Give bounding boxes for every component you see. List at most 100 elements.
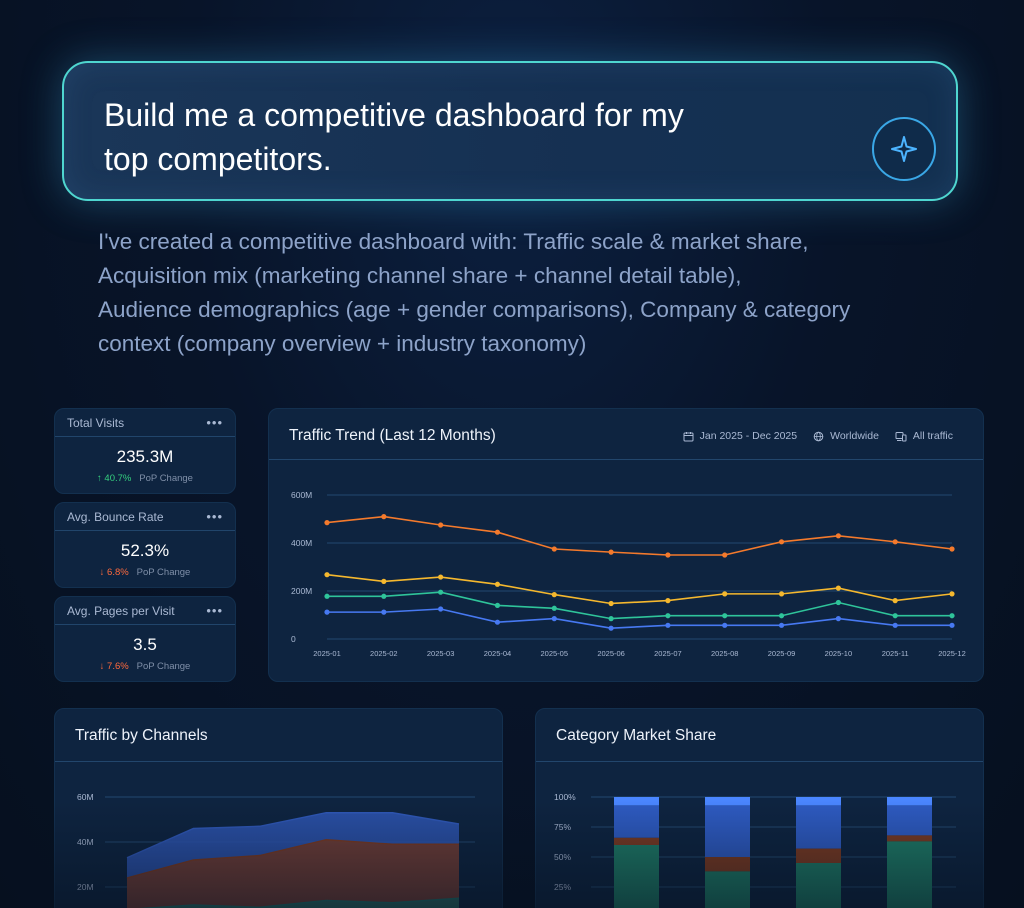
data-point xyxy=(949,546,955,552)
traffic-trend-card: Traffic Trend (Last 12 Months) Jan 2025 … xyxy=(268,408,984,682)
data-point xyxy=(722,591,728,597)
bar-segment xyxy=(887,797,932,806)
y-tick-label: 400M xyxy=(291,538,312,548)
y-tick-label: 600M xyxy=(291,490,312,500)
data-point xyxy=(438,574,444,580)
series-line xyxy=(327,591,952,620)
data-point xyxy=(494,602,501,608)
calendar-icon xyxy=(683,431,694,441)
data-point xyxy=(381,578,387,584)
market-share-title: Category Market Share xyxy=(556,727,717,744)
y-tick-label: 25% xyxy=(554,882,571,892)
y-tick-label: 0 xyxy=(291,634,296,644)
traffic-by-channels-card: Traffic by Channels 20M 40M 60M xyxy=(54,708,503,908)
response-line-4: context (company overview + industry tax… xyxy=(98,331,587,356)
x-tick-label: 2025-12 xyxy=(938,649,966,658)
x-tick-label: 2025-06 xyxy=(597,649,625,658)
x-tick-label: 2025-09 xyxy=(768,649,796,658)
bar-segment xyxy=(705,871,750,908)
data-point xyxy=(665,598,671,604)
divider xyxy=(269,459,983,460)
y-tick-label: 200M xyxy=(291,586,312,596)
y-tick-label: 100% xyxy=(554,792,576,802)
data-point xyxy=(835,599,841,606)
data-point xyxy=(949,613,955,619)
bar-segment xyxy=(614,837,659,845)
traffic-filter-label: All traffic xyxy=(912,430,953,442)
kpi-change-row: ↓ 6.8% PoP Change xyxy=(55,567,235,578)
data-point xyxy=(608,625,614,631)
y-tick-label: 75% xyxy=(554,822,571,832)
series-line xyxy=(326,515,953,556)
data-point xyxy=(778,591,785,597)
y-tick-label: 20M xyxy=(77,882,94,892)
kpi-card-bounce-rate: Avg. Bounce Rate ••• 52.3% ↓ 6.8% PoP Ch… xyxy=(54,502,236,588)
bar-segment xyxy=(796,797,841,806)
data-point xyxy=(892,539,898,545)
data-point xyxy=(438,606,444,612)
data-point xyxy=(551,546,557,552)
sparkle-button[interactable] xyxy=(872,117,936,181)
data-point xyxy=(381,514,387,520)
data-point xyxy=(438,589,444,595)
data-point xyxy=(665,613,671,619)
kpi-change-label: PoP Change xyxy=(136,661,191,672)
x-tick-label: 2025-01 xyxy=(313,649,341,658)
trend-filters: Jan 2025 - Dec 2025 Worldwide All traffi… xyxy=(683,430,953,442)
more-options-icon[interactable]: ••• xyxy=(206,603,223,618)
data-point xyxy=(665,622,671,628)
kpi-change: ↑ 40.7% xyxy=(97,473,132,484)
bar-segment xyxy=(705,805,750,857)
category-market-share-card: Category Market Share 100% 75% 50% 25% xyxy=(535,708,984,908)
data-point xyxy=(551,605,557,611)
x-tick-label: 2025-07 xyxy=(654,649,682,658)
series-line xyxy=(327,608,952,630)
region-filter[interactable]: Worldwide xyxy=(813,430,879,442)
y-tick-label: 60M xyxy=(77,792,94,802)
traffic-trend-chart: 0 200M 400M 600M 2025-01 2025-02 2025-03 2025-0… xyxy=(291,490,966,658)
x-tick-label: 2025-02 xyxy=(370,649,398,658)
data-point xyxy=(778,613,785,619)
bar-segment xyxy=(796,805,841,849)
prompt-line-1: Build me a competitive dashboard for my xyxy=(104,97,684,133)
date-filter[interactable]: Jan 2025 - Dec 2025 xyxy=(683,430,797,442)
bar-segment xyxy=(887,841,932,908)
prompt-line-2: top competitors. xyxy=(104,141,332,177)
kpi-change-row: ↓ 7.6% PoP Change xyxy=(55,661,235,672)
traffic-filter[interactable]: All traffic xyxy=(895,430,953,442)
kpi-change-row: ↑ 40.7% PoP Change xyxy=(55,473,235,484)
bar-segment xyxy=(796,848,841,863)
kpi-change: ↓ 6.8% xyxy=(99,567,129,578)
prompt-box[interactable]: Build me a competitive dashboard for my … xyxy=(62,61,958,201)
data-point xyxy=(722,552,728,558)
bar-segment xyxy=(705,857,750,872)
data-point xyxy=(324,593,330,599)
data-point xyxy=(778,622,785,628)
bar-segment xyxy=(796,863,841,908)
data-point xyxy=(722,622,728,628)
more-options-icon[interactable]: ••• xyxy=(206,415,223,430)
data-point xyxy=(778,539,785,545)
data-point xyxy=(722,613,728,619)
more-options-icon[interactable]: ••• xyxy=(206,509,223,524)
traffic-by-channels-chart: 20M 40M 60M xyxy=(77,792,475,908)
kpi-card-pages-per-visit: Avg. Pages per Visit ••• 3.5 ↓ 7.6% PoP … xyxy=(54,596,236,682)
data-point xyxy=(892,613,898,619)
data-point xyxy=(381,593,387,599)
traffic-trend-title: Traffic Trend (Last 12 Months) xyxy=(289,427,496,444)
response-line-2: Acquisition mix (marketing channel share… xyxy=(98,263,742,288)
data-point xyxy=(608,600,614,607)
category-market-share-chart: 100% 75% 50% 25% xyxy=(554,792,956,908)
data-point xyxy=(892,598,898,604)
data-point xyxy=(608,549,614,555)
sparkle-icon xyxy=(891,136,917,162)
data-point xyxy=(949,622,955,628)
kpi-change-label: PoP Change xyxy=(136,567,191,578)
response-line-1: I've created a competitive dashboard wit… xyxy=(98,229,809,254)
channels-title: Traffic by Channels xyxy=(75,727,208,744)
globe-icon xyxy=(813,431,824,441)
data-point xyxy=(835,585,841,591)
y-tick-label: 40M xyxy=(77,837,94,847)
x-tick-label: 2025-11 xyxy=(882,649,909,658)
bar-segment xyxy=(614,797,659,806)
